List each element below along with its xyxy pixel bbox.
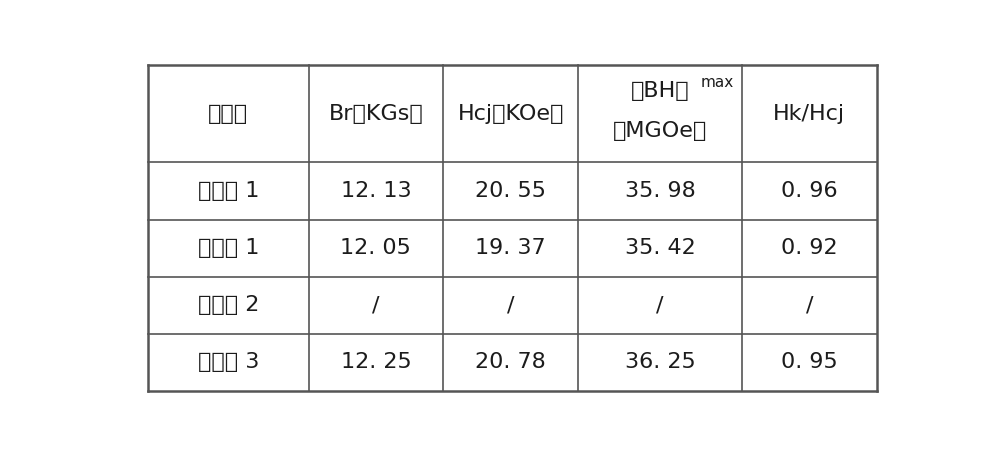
- Text: 0. 95: 0. 95: [781, 352, 838, 373]
- Text: 对比例 1: 对比例 1: [198, 238, 259, 258]
- Text: （MGOe）: （MGOe）: [613, 121, 707, 141]
- Text: /: /: [656, 295, 664, 315]
- Text: 19. 37: 19. 37: [475, 238, 546, 258]
- Text: 35. 42: 35. 42: [625, 238, 695, 258]
- Text: /: /: [806, 295, 813, 315]
- Text: /: /: [507, 295, 514, 315]
- Text: 36. 25: 36. 25: [625, 352, 695, 373]
- Text: 12. 05: 12. 05: [340, 238, 411, 258]
- Text: max: max: [700, 75, 734, 90]
- Text: 0. 96: 0. 96: [781, 181, 838, 201]
- Text: 35. 98: 35. 98: [625, 181, 695, 201]
- Text: （BH）: （BH）: [631, 81, 689, 101]
- Text: Hk/Hcj: Hk/Hcj: [773, 103, 845, 124]
- Text: 12. 13: 12. 13: [341, 181, 411, 201]
- Text: 对比例 2: 对比例 2: [198, 295, 259, 315]
- Text: 对比例 3: 对比例 3: [198, 352, 259, 373]
- Text: 实施例: 实施例: [208, 103, 248, 124]
- Text: /: /: [372, 295, 380, 315]
- Text: 0. 92: 0. 92: [781, 238, 838, 258]
- Text: Br（KGs）: Br（KGs）: [329, 103, 423, 124]
- Text: 20. 78: 20. 78: [475, 352, 546, 373]
- Text: Hcj（KOe）: Hcj（KOe）: [457, 103, 564, 124]
- Text: 实施例 1: 实施例 1: [198, 181, 259, 201]
- Text: 20. 55: 20. 55: [475, 181, 546, 201]
- Text: 12. 25: 12. 25: [341, 352, 411, 373]
